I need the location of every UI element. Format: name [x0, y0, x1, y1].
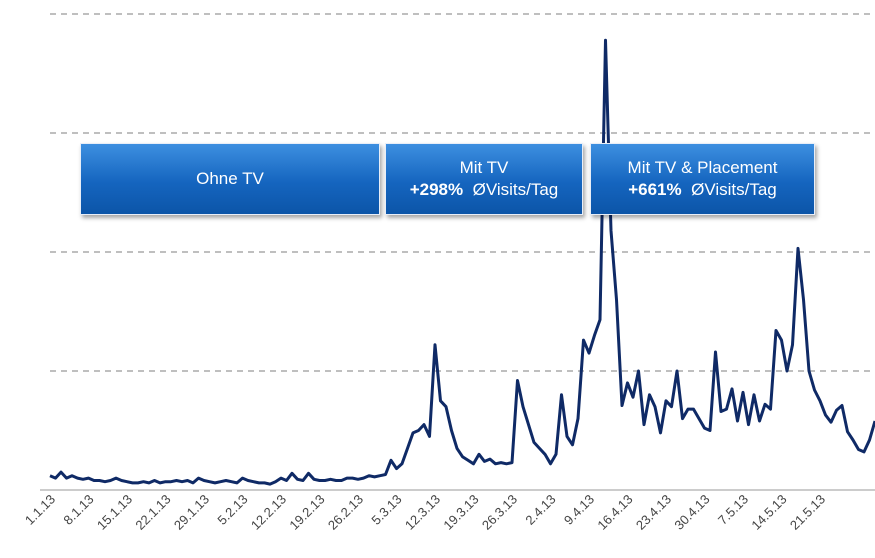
x-tick-label: 19.2.13 — [286, 492, 327, 533]
x-tick-label: 14.5.13 — [748, 492, 789, 533]
x-tick-label: 2.4.13 — [522, 492, 558, 528]
x-tick-label: 30.4.13 — [671, 492, 712, 533]
x-tick-label: 29.1.13 — [171, 492, 212, 533]
x-tick-label: 26.3.13 — [479, 492, 520, 533]
x-tick-label: 15.1.13 — [94, 492, 135, 533]
period-unit: ØVisits/Tag — [472, 180, 559, 199]
x-tick-label: 5.2.13 — [214, 492, 250, 528]
period-stat: +298% ØVisits/Tag — [410, 179, 559, 201]
x-tick-label: 12.2.13 — [248, 492, 289, 533]
period-box: Mit TV & Placement +661% ØVisits/Tag — [590, 143, 815, 215]
data-line — [49, 38, 875, 486]
period-box: Ohne TV — [80, 143, 380, 215]
x-tick-label: 9.4.13 — [561, 492, 597, 528]
x-tick-label: 1.1.13 — [22, 492, 58, 528]
x-tick-label: 23.4.13 — [633, 492, 674, 533]
period-title: Mit TV — [459, 158, 509, 177]
period-box: Mit TV +298% ØVisits/Tag — [385, 143, 583, 215]
x-tick-label: 8.1.13 — [60, 492, 96, 528]
x-tick-label: 19.3.13 — [440, 492, 481, 533]
x-tick-label: 16.4.13 — [594, 492, 635, 533]
period-unit: ØVisits/Tag — [691, 180, 777, 199]
period-stat: +661% ØVisits/Tag — [628, 179, 777, 201]
period-title: Ohne TV — [196, 169, 264, 188]
period-change: +661% — [628, 180, 682, 199]
x-tick-label: 5.3.13 — [368, 492, 404, 528]
period-title: Mit TV & Placement — [627, 158, 778, 177]
period-change: +298% — [409, 180, 464, 199]
x-tick-label: 7.5.13 — [715, 492, 751, 528]
x-tick-label: 21.5.13 — [787, 492, 828, 533]
x-tick-label: 26.2.13 — [325, 492, 366, 533]
x-tick-label: 12.3.13 — [402, 492, 443, 533]
x-tick-label: 22.1.13 — [132, 492, 173, 533]
